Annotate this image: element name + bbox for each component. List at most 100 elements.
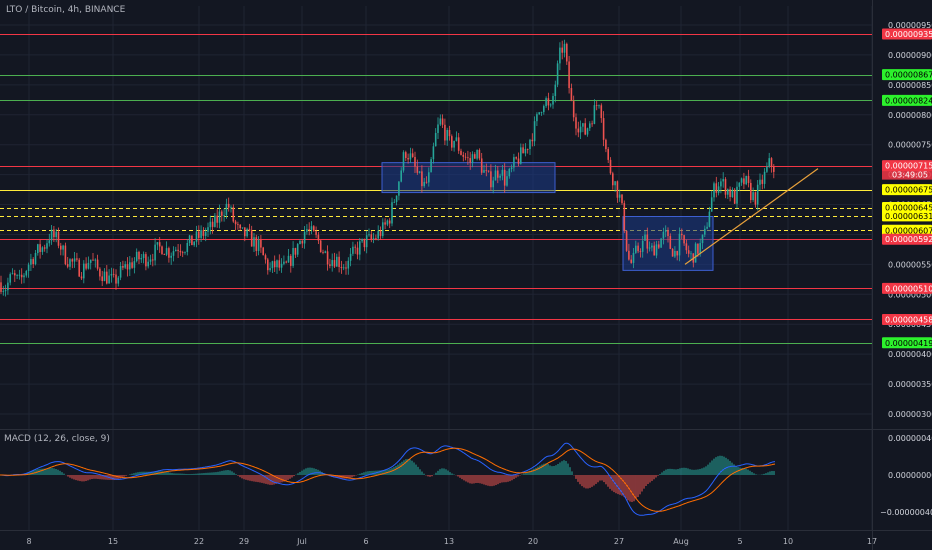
candle-body bbox=[561, 47, 563, 53]
candle-body bbox=[124, 264, 126, 268]
candle-body bbox=[407, 157, 409, 160]
candle-body bbox=[398, 181, 400, 196]
candle-body bbox=[165, 248, 168, 255]
candle-body bbox=[152, 259, 154, 261]
candle-body bbox=[637, 245, 639, 252]
candle-body bbox=[361, 238, 363, 242]
candle-body bbox=[50, 229, 53, 241]
candle-body bbox=[451, 136, 453, 148]
candle-body bbox=[678, 233, 681, 256]
candle-body bbox=[644, 234, 646, 241]
candle-body bbox=[432, 146, 435, 160]
level-tag-label: 0.00000867 bbox=[885, 71, 932, 80]
candle-body bbox=[158, 242, 161, 247]
candle-body bbox=[181, 252, 184, 254]
candle-body bbox=[331, 260, 333, 266]
candle-body bbox=[708, 211, 711, 227]
candle-body bbox=[278, 260, 281, 268]
level-tag-label: 0.00000631 bbox=[885, 212, 932, 221]
candle-body bbox=[232, 207, 235, 222]
candle-body bbox=[106, 271, 108, 284]
candle-body bbox=[740, 178, 743, 183]
level-tag-label: 0.00000592 bbox=[885, 235, 932, 244]
candle-body bbox=[46, 243, 48, 249]
candle-body bbox=[499, 175, 501, 178]
price-tick-label: 0.00000900 bbox=[888, 51, 932, 60]
candle-body bbox=[761, 179, 764, 184]
candle-body bbox=[531, 139, 534, 142]
level-tag bbox=[882, 184, 932, 196]
candle-body bbox=[336, 256, 338, 267]
candle-body bbox=[756, 184, 759, 205]
time-axis[interactable]: 8 15 22 29 Jul 6 13 20 27 Aug 5 10 17 bbox=[26, 537, 877, 546]
candle-body bbox=[78, 259, 80, 277]
candle-body bbox=[770, 158, 773, 167]
candle-body bbox=[147, 261, 149, 267]
candle-body bbox=[53, 229, 55, 238]
candle-body bbox=[506, 176, 508, 186]
candle-body bbox=[402, 152, 405, 171]
candle-body bbox=[393, 201, 396, 203]
candle-body bbox=[25, 271, 28, 276]
candle-body bbox=[276, 260, 278, 268]
candle-body bbox=[375, 238, 377, 240]
candle-body bbox=[595, 105, 598, 106]
candle-body bbox=[704, 228, 706, 235]
candle-body bbox=[607, 149, 609, 160]
price-tick-label: 0.00000500 bbox=[888, 290, 932, 299]
candle-body bbox=[368, 234, 370, 236]
candle-body bbox=[94, 259, 97, 261]
time-tick-label: 6 bbox=[363, 537, 368, 546]
candle-body bbox=[55, 231, 57, 238]
candle-body bbox=[752, 192, 754, 201]
countdown-tag bbox=[882, 169, 932, 180]
candle-body bbox=[326, 251, 329, 265]
candle-body bbox=[664, 230, 667, 232]
candle-body bbox=[149, 259, 152, 262]
candle-body bbox=[241, 227, 244, 229]
candle-body bbox=[658, 244, 660, 248]
candle-body bbox=[112, 273, 115, 275]
candle-body bbox=[446, 130, 448, 141]
candle-body bbox=[269, 268, 271, 271]
candle-body bbox=[483, 170, 485, 173]
candle-body bbox=[549, 104, 552, 106]
candle-body bbox=[697, 243, 699, 254]
candle-body bbox=[405, 152, 407, 158]
candle-body bbox=[69, 259, 71, 267]
candle-body bbox=[345, 267, 347, 269]
candle-body bbox=[554, 84, 557, 97]
level-tag-label: 0.00000715 bbox=[885, 162, 932, 171]
candle-body bbox=[11, 273, 14, 275]
candle-body bbox=[9, 274, 11, 283]
ascending-trendline bbox=[684, 168, 819, 265]
candle-body bbox=[37, 244, 39, 254]
candle-body bbox=[690, 253, 692, 255]
candle-body bbox=[474, 154, 476, 159]
level-tag bbox=[882, 94, 932, 106]
level-tag-label: 0.00000458 bbox=[885, 315, 932, 324]
candle-body bbox=[101, 276, 103, 282]
candle-body bbox=[747, 175, 750, 183]
candle-body bbox=[0, 282, 2, 292]
candle-body bbox=[623, 203, 626, 231]
candle-body bbox=[720, 181, 722, 187]
candle-body bbox=[559, 47, 561, 64]
candle-body bbox=[126, 264, 129, 270]
candle-body bbox=[618, 194, 621, 198]
candle-body bbox=[400, 170, 402, 182]
level-tag bbox=[882, 313, 932, 325]
candle-body bbox=[589, 123, 591, 129]
level-tag bbox=[882, 224, 932, 236]
candle-body bbox=[584, 123, 586, 135]
candle-body bbox=[441, 118, 444, 125]
candle-body bbox=[108, 275, 110, 284]
candle-body bbox=[616, 181, 619, 198]
candle-body bbox=[193, 241, 195, 246]
price-tick-label: 0.00000550 bbox=[888, 260, 932, 269]
candle-body bbox=[255, 237, 258, 251]
candle-body bbox=[352, 246, 354, 254]
price-tick-label: 0.00000850 bbox=[888, 81, 932, 90]
